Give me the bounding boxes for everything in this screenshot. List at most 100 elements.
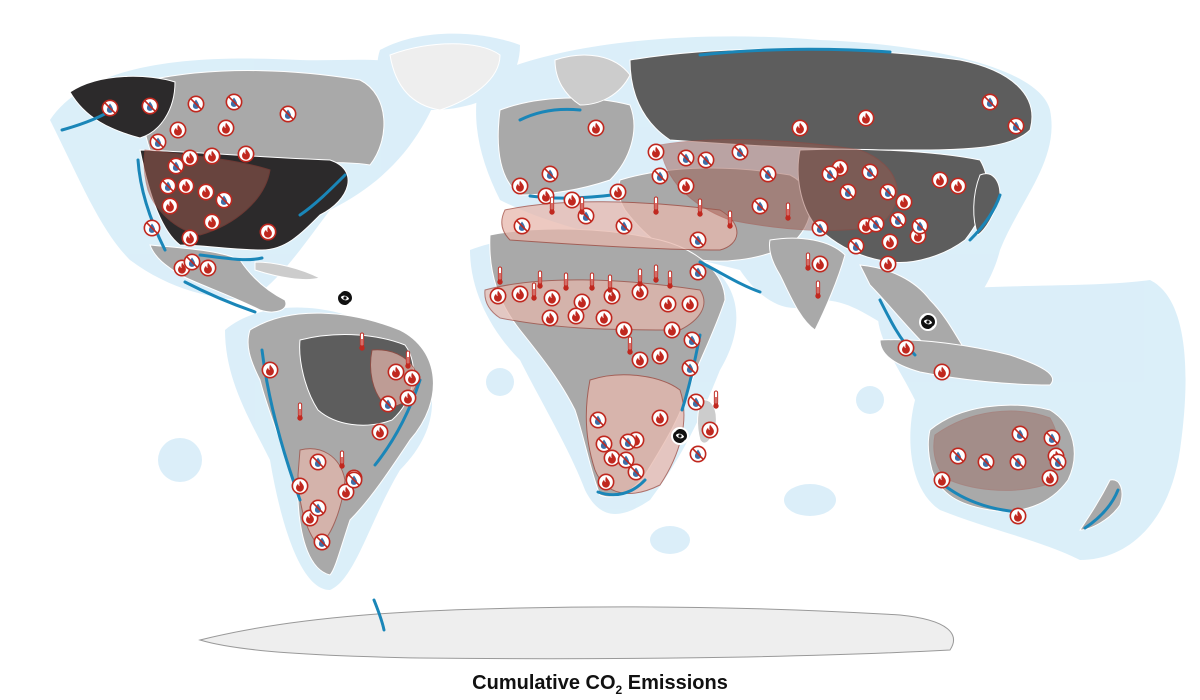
- drought-icon: [651, 167, 669, 185]
- drought-icon: [619, 433, 637, 451]
- fire-icon: [595, 309, 613, 327]
- heat-thermometer-icon: [784, 202, 792, 222]
- fire-icon: [197, 183, 215, 201]
- heat-thermometer-icon: [606, 274, 614, 294]
- drought-icon: [689, 445, 707, 463]
- fire-icon: [371, 423, 389, 441]
- land-japan: [973, 173, 1001, 236]
- coast-arabia: [698, 260, 762, 294]
- heat-thermometer-icon: [814, 280, 822, 300]
- fire-icon: [261, 361, 279, 379]
- fire-icon: [895, 193, 913, 211]
- fire-icon: [651, 409, 669, 427]
- caption-prefix: Cumulative CO: [472, 672, 616, 694]
- coast-antarctic-peninsula: [372, 598, 386, 632]
- fire-icon: [181, 149, 199, 167]
- heat-thermometer-icon: [530, 282, 538, 302]
- drought-icon: [225, 93, 243, 111]
- drought-icon: [689, 231, 707, 249]
- fire-icon: [857, 109, 875, 127]
- fire-icon: [199, 259, 217, 277]
- heat-thermometer-icon: [404, 350, 412, 370]
- fire-icon: [949, 177, 967, 195]
- fire-icon: [237, 145, 255, 163]
- fire-icon: [169, 121, 187, 139]
- coast-us-east: [298, 173, 347, 217]
- fire-icon: [541, 309, 559, 327]
- fire-icon: [631, 351, 649, 369]
- drought-icon: [345, 471, 363, 489]
- land-russia: [629, 48, 1033, 151]
- drought-icon: [683, 331, 701, 349]
- fire-icon: [181, 229, 199, 247]
- fire-icon: [933, 471, 951, 489]
- drought-icon: [821, 165, 839, 183]
- drought-icon: [183, 253, 201, 271]
- fire-icon: [161, 197, 179, 215]
- fire-icon: [203, 147, 221, 165]
- fire-icon: [597, 473, 615, 491]
- fire-icon: [931, 171, 949, 189]
- heat-thermometer-icon: [696, 198, 704, 218]
- drought-icon: [101, 99, 119, 117]
- drought-icon: [1011, 425, 1029, 443]
- drought-icon: [889, 211, 907, 229]
- fire-icon: [259, 223, 277, 241]
- fire-icon: [677, 177, 695, 195]
- fire-icon: [933, 363, 951, 381]
- fire-icon: [511, 177, 529, 195]
- drought-icon: [847, 237, 865, 255]
- fire-icon: [291, 477, 309, 495]
- fire-icon: [573, 293, 591, 311]
- halo-south-pacific: [784, 484, 836, 516]
- fire-icon: [659, 295, 677, 313]
- fire-icon: [609, 183, 627, 201]
- drought-icon: [879, 183, 897, 201]
- caption-suffix: Emissions: [622, 672, 728, 694]
- drought-icon: [759, 165, 777, 183]
- coast-south-america-east: [373, 378, 422, 467]
- land-greenland: [389, 43, 501, 111]
- drought-icon: [309, 499, 327, 517]
- heat-thermometer-icon: [562, 272, 570, 292]
- caption-subscript: 2: [615, 683, 623, 697]
- drought-icon: [677, 149, 695, 167]
- fire-icon: [647, 143, 665, 161]
- heat-thermometer-icon: [358, 332, 366, 352]
- land-canada: [142, 70, 385, 166]
- coast-europe: [518, 107, 582, 122]
- drought-icon: [1043, 429, 1061, 447]
- fire-icon: [489, 287, 507, 305]
- heat-thermometer-icon: [636, 268, 644, 288]
- drought-icon: [627, 463, 645, 481]
- coast-central-america: [183, 280, 257, 314]
- fire-icon: [881, 233, 899, 251]
- fire-icon: [203, 213, 221, 231]
- drought-icon: [977, 453, 995, 471]
- drought-icon: [911, 217, 929, 235]
- drought-icon: [615, 217, 633, 235]
- drought-icon: [379, 395, 397, 413]
- drought-icon: [1007, 117, 1025, 135]
- fire-icon: [603, 449, 621, 467]
- drought-icon: [981, 93, 999, 111]
- map-caption: Cumulative CO2 Emissions: [0, 672, 1200, 697]
- heat-thermometer-icon: [548, 196, 556, 216]
- drought-icon: [751, 197, 769, 215]
- fire-icon: [811, 255, 829, 273]
- halo-indian-island: [486, 368, 514, 396]
- drought-icon: [309, 453, 327, 471]
- drought-icon: [279, 105, 297, 123]
- heat-thermometer-icon: [666, 270, 674, 290]
- drought-icon: [143, 219, 161, 237]
- cyclone-icon: [336, 289, 354, 307]
- drought-icon: [187, 95, 205, 113]
- fire-icon: [563, 191, 581, 209]
- fire-icon: [701, 421, 719, 439]
- heat-thermometer-icon: [496, 266, 504, 286]
- drought-icon: [687, 393, 705, 411]
- land-alaska: [69, 75, 176, 139]
- fire-icon: [681, 295, 699, 313]
- drought-icon: [595, 435, 613, 453]
- drought-icon: [215, 191, 233, 209]
